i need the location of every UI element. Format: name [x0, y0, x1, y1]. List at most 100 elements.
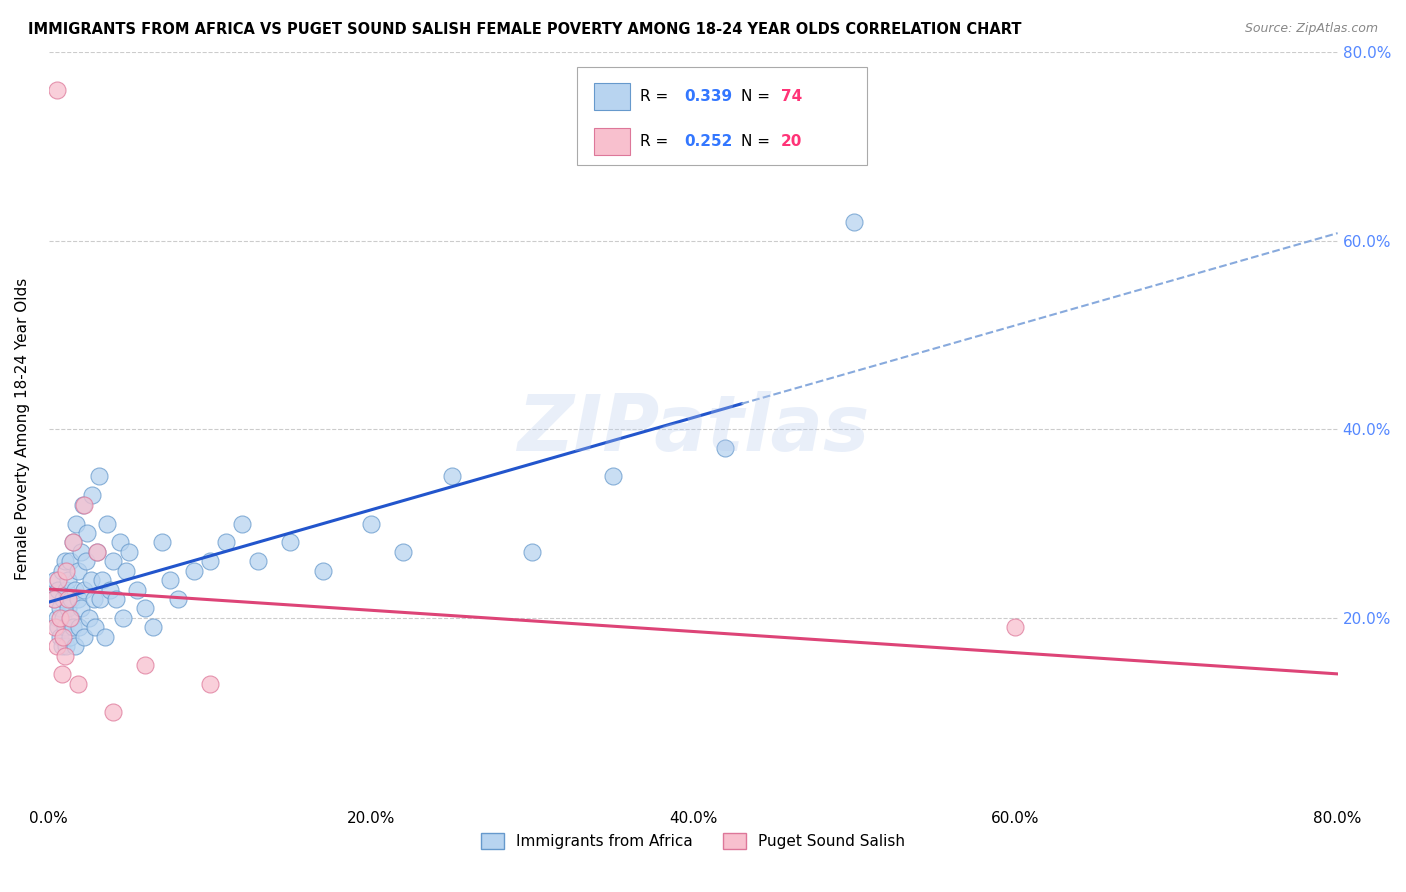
Text: 0.339: 0.339	[685, 89, 733, 103]
Point	[51, 639, 73, 653]
Point	[53, 648, 76, 663]
Point	[198, 677, 221, 691]
Point	[70, 545, 93, 559]
FancyBboxPatch shape	[593, 128, 630, 155]
Point	[67, 620, 90, 634]
Point	[150, 535, 173, 549]
Point	[440, 469, 463, 483]
Text: R =: R =	[640, 89, 673, 103]
Point	[73, 498, 96, 512]
Point	[60, 591, 83, 606]
Point	[45, 83, 67, 97]
Point	[66, 591, 89, 606]
Point	[166, 591, 188, 606]
Point	[52, 630, 75, 644]
Point	[115, 564, 138, 578]
Point	[48, 573, 70, 587]
Point	[49, 630, 72, 644]
Point	[108, 535, 131, 549]
Point	[65, 516, 87, 531]
Point	[84, 620, 107, 634]
Point	[60, 611, 83, 625]
Point	[520, 545, 543, 559]
Text: IMMIGRANTS FROM AFRICA VS PUGET SOUND SALISH FEMALE POVERTY AMONG 18-24 YEAR OLD: IMMIGRANTS FROM AFRICA VS PUGET SOUND SA…	[28, 22, 1022, 37]
Point	[66, 677, 89, 691]
Text: N =: N =	[741, 134, 775, 149]
Text: R =: R =	[640, 134, 673, 149]
Point	[42, 591, 65, 606]
Point	[1004, 620, 1026, 634]
Point	[82, 488, 104, 502]
Point	[183, 564, 205, 578]
Y-axis label: Female Poverty Among 18-24 Year Olds: Female Poverty Among 18-24 Year Olds	[15, 278, 30, 581]
Point	[280, 535, 302, 549]
Point	[215, 535, 238, 549]
Point	[44, 573, 66, 587]
Point	[360, 516, 382, 531]
Point	[42, 591, 65, 606]
Point	[98, 582, 121, 597]
Point	[844, 215, 866, 229]
Point	[247, 554, 270, 568]
Point	[231, 516, 253, 531]
Point	[134, 657, 156, 672]
FancyBboxPatch shape	[578, 67, 868, 165]
Point	[87, 469, 110, 483]
Point	[62, 535, 84, 549]
Point	[105, 591, 128, 606]
Point	[73, 630, 96, 644]
Point	[127, 582, 149, 597]
Point	[59, 554, 82, 568]
Point	[76, 526, 98, 541]
Text: 20: 20	[780, 134, 803, 149]
Point	[89, 591, 111, 606]
Point	[45, 639, 67, 653]
Point	[90, 573, 112, 587]
Point	[62, 620, 84, 634]
Point	[111, 611, 134, 625]
Text: N =: N =	[741, 89, 775, 103]
Point	[63, 639, 86, 653]
Point	[134, 601, 156, 615]
Point	[602, 469, 624, 483]
Point	[83, 591, 105, 606]
Point	[714, 441, 737, 455]
Point	[59, 630, 82, 644]
Point	[48, 582, 70, 597]
Point	[96, 516, 118, 531]
Point	[51, 667, 73, 681]
Point	[52, 611, 75, 625]
Legend: Immigrants from Africa, Puget Sound Salish: Immigrants from Africa, Puget Sound Sali…	[475, 827, 911, 855]
Point	[159, 573, 181, 587]
Point	[49, 601, 72, 615]
Point	[56, 601, 79, 615]
Point	[72, 498, 94, 512]
Point	[73, 582, 96, 597]
Point	[103, 554, 125, 568]
Point	[103, 705, 125, 719]
Point	[94, 630, 117, 644]
Point	[118, 545, 141, 559]
Text: Source: ZipAtlas.com: Source: ZipAtlas.com	[1244, 22, 1378, 36]
Point	[55, 564, 77, 578]
Point	[77, 611, 100, 625]
Point	[55, 582, 77, 597]
Point	[53, 554, 76, 568]
Point	[56, 573, 79, 587]
Point	[86, 545, 108, 559]
Point	[142, 620, 165, 634]
Point	[86, 545, 108, 559]
Point	[49, 611, 72, 625]
Point	[311, 564, 333, 578]
Point	[45, 611, 67, 625]
Point	[48, 620, 70, 634]
Text: 0.252: 0.252	[685, 134, 733, 149]
Point	[59, 611, 82, 625]
Point	[198, 554, 221, 568]
Text: ZIPatlas: ZIPatlas	[517, 392, 869, 467]
Point	[53, 620, 76, 634]
Point	[62, 535, 84, 549]
Point	[56, 591, 79, 606]
Point	[79, 573, 101, 587]
Point	[70, 601, 93, 615]
